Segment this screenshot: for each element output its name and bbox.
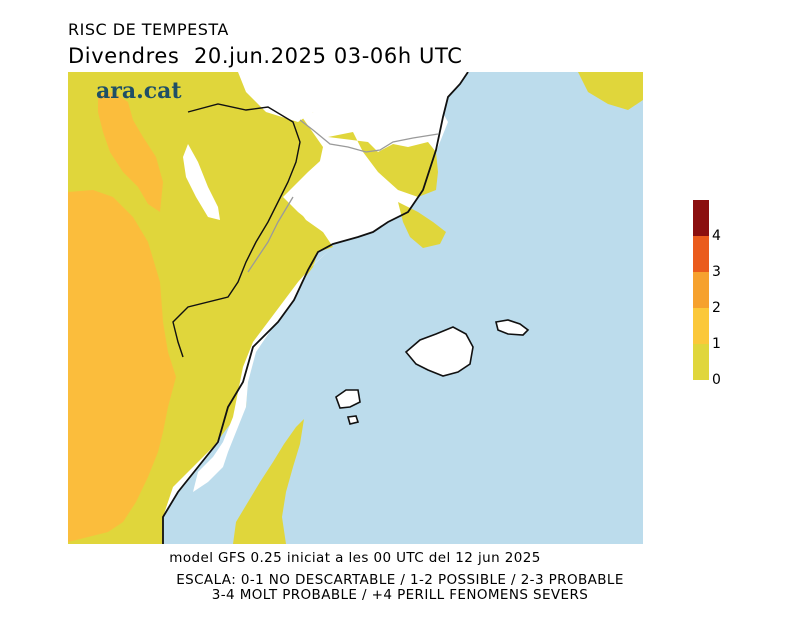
coastline [162, 72, 469, 544]
west-risk-1-2 [68, 190, 176, 542]
scale-description-line-1: ESCALA: 0-1 NO DESCARTABLE / 1-2 POSSIBL… [176, 572, 624, 588]
risk-legend [693, 200, 709, 380]
legend-swatch-3 [693, 236, 709, 272]
legend-label-1: 1 [712, 336, 721, 352]
forecast-date: Divendres 20.jun.2025 03-06h UTC [68, 44, 463, 68]
ara-cat-logo: ara.cat [96, 78, 182, 104]
regional-border [299, 119, 439, 153]
island-menorca [495, 319, 530, 336]
land-no-risk-pocket [183, 144, 220, 220]
coastal-risk-0-1 [398, 202, 446, 248]
northeast-no-risk [293, 108, 448, 240]
northwest-risk-1-2 [98, 92, 163, 212]
northeast-corner-risk-0-1 [578, 72, 643, 110]
storm-risk-map [68, 72, 643, 544]
legend-label-2: 2 [712, 300, 721, 316]
island-mallorca [404, 326, 474, 377]
island-ibiza [335, 389, 361, 409]
legend-swatch-2 [693, 272, 709, 308]
border-line [172, 103, 301, 358]
legend-swatch-1 [693, 308, 709, 344]
legend-label-4: 4 [712, 228, 721, 244]
island-formentera [346, 415, 360, 425]
legend-label-3: 3 [712, 264, 721, 280]
legend-label-0: 0 [712, 372, 721, 388]
scale-description-line-2: 3-4 MOLT PROBABLE / +4 PERILL FENOMENS S… [211, 587, 589, 603]
southern-risk-0-1 [233, 419, 304, 544]
model-info: model GFS 0.25 iniciat a les 00 UTC del … [169, 550, 541, 566]
northeast-risk-0-1 [328, 132, 438, 197]
legend-swatch-4 [693, 200, 709, 236]
coastal-no-risk-band [193, 247, 333, 492]
map-title: RISC DE TEMPESTA [68, 20, 229, 39]
legend-swatch-0 [693, 344, 709, 380]
regional-border-2 [247, 196, 294, 273]
